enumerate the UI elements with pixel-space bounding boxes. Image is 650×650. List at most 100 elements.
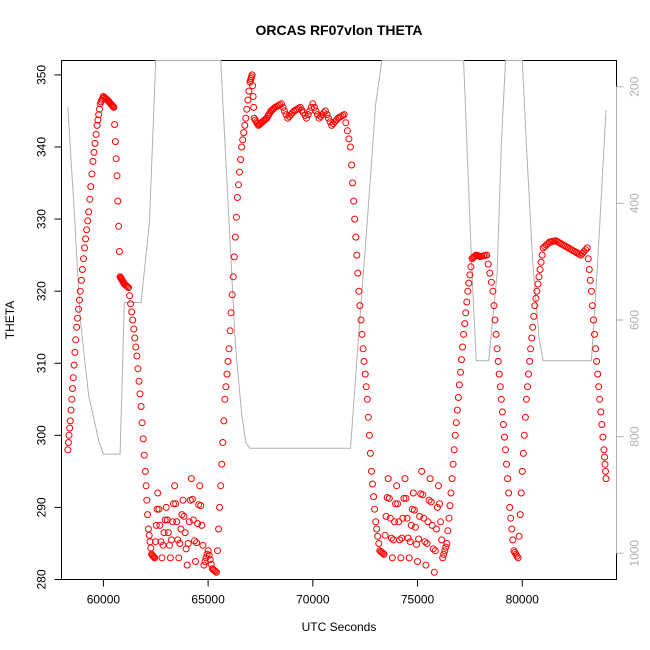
- theta-point: [433, 503, 441, 511]
- theta-point: [74, 314, 81, 322]
- theta-point: [227, 309, 235, 317]
- theta-point: [462, 309, 470, 317]
- theta-point: [461, 320, 469, 328]
- y2-tick-label: 200: [628, 76, 642, 96]
- theta-point: [455, 381, 463, 389]
- theta-point: [394, 500, 402, 508]
- theta-point: [144, 525, 152, 533]
- theta-point: [245, 87, 253, 95]
- theta-point: [507, 514, 515, 522]
- theta-point: [138, 419, 146, 427]
- theta-point: [584, 255, 592, 263]
- theta-point: [395, 518, 403, 526]
- theta-point: [142, 482, 150, 490]
- theta-point: [177, 525, 185, 533]
- theta-point: [179, 496, 187, 504]
- theta-point: [487, 278, 495, 286]
- x-tick-label: 80000: [506, 593, 540, 607]
- theta-point: [452, 419, 460, 427]
- theta-point: [514, 554, 522, 562]
- y2-tick-label: 1000: [628, 540, 642, 567]
- theta-point: [424, 518, 432, 526]
- theta-point: [111, 121, 119, 128]
- theta-point: [199, 541, 207, 549]
- theta-point: [149, 552, 157, 560]
- theta-point: [303, 114, 310, 122]
- theta-point: [594, 370, 602, 378]
- theta-point: [160, 529, 168, 537]
- theta-point: [279, 103, 287, 111]
- theta-point: [597, 408, 605, 416]
- theta-point: [448, 475, 456, 483]
- theta-point: [339, 112, 347, 119]
- theta-point: [350, 197, 358, 205]
- theta-point: [65, 431, 73, 439]
- theta-point: [446, 502, 454, 510]
- theta-point: [592, 345, 600, 353]
- theta-point: [134, 365, 142, 373]
- theta-point: [444, 527, 452, 535]
- theta-point: [122, 282, 130, 290]
- theta-point: [440, 550, 448, 558]
- y2-tick-label: 600: [628, 310, 642, 330]
- theta-point: [143, 496, 151, 504]
- theta-point: [168, 536, 175, 544]
- theta-point: [188, 495, 196, 503]
- theta-point: [382, 512, 390, 520]
- theta-point: [453, 406, 461, 414]
- theta-point: [240, 129, 248, 137]
- theta-point: [205, 551, 213, 559]
- theta-point: [423, 540, 431, 547]
- theta-point: [441, 547, 449, 555]
- theta-point: [124, 283, 131, 291]
- theta-point: [127, 300, 135, 308]
- theta-point: [460, 330, 468, 338]
- y-tick-label: 320: [35, 281, 49, 301]
- theta-point: [582, 246, 590, 254]
- theta-point: [219, 439, 227, 446]
- theta-point: [442, 543, 450, 551]
- theta-point: [183, 561, 191, 569]
- theta-point: [82, 235, 90, 243]
- theta-point: [206, 556, 214, 564]
- theta-point: [144, 511, 152, 519]
- theta-point: [404, 534, 412, 542]
- theta-point: [223, 370, 231, 378]
- theta-series: [64, 71, 610, 576]
- theta-point: [598, 421, 606, 428]
- theta-point: [415, 535, 423, 543]
- theta-point: [439, 554, 447, 562]
- theta-point: [494, 357, 502, 365]
- theta-point: [435, 482, 442, 490]
- theta-point: [233, 194, 241, 201]
- theta-point: [459, 343, 467, 351]
- theta-point: [600, 446, 608, 454]
- theta-point: [68, 395, 76, 403]
- theta-point: [503, 460, 510, 468]
- theta-point: [304, 111, 312, 119]
- theta-point: [64, 439, 72, 446]
- theta-point: [216, 503, 224, 511]
- theta-point: [429, 545, 437, 553]
- theta-point: [358, 330, 366, 338]
- theta-point: [409, 489, 417, 497]
- theta-point: [150, 553, 158, 561]
- theta-point: [416, 512, 424, 520]
- theta-point: [115, 248, 123, 255]
- theta-point: [457, 368, 464, 376]
- theta-point: [392, 500, 399, 508]
- theta-point: [194, 520, 202, 528]
- theta-point: [196, 482, 204, 490]
- theta-point: [497, 395, 505, 403]
- theta-point: [342, 119, 350, 127]
- theta-point: [174, 536, 182, 544]
- theta-point: [92, 130, 100, 138]
- theta-point: [154, 489, 162, 497]
- theta-point: [436, 500, 443, 508]
- theta-point: [187, 475, 195, 483]
- y-tick-label: 300: [35, 425, 49, 445]
- theta-point: [126, 292, 134, 300]
- theta-point: [312, 107, 320, 115]
- theta-point: [76, 287, 84, 295]
- theta-point: [410, 506, 418, 514]
